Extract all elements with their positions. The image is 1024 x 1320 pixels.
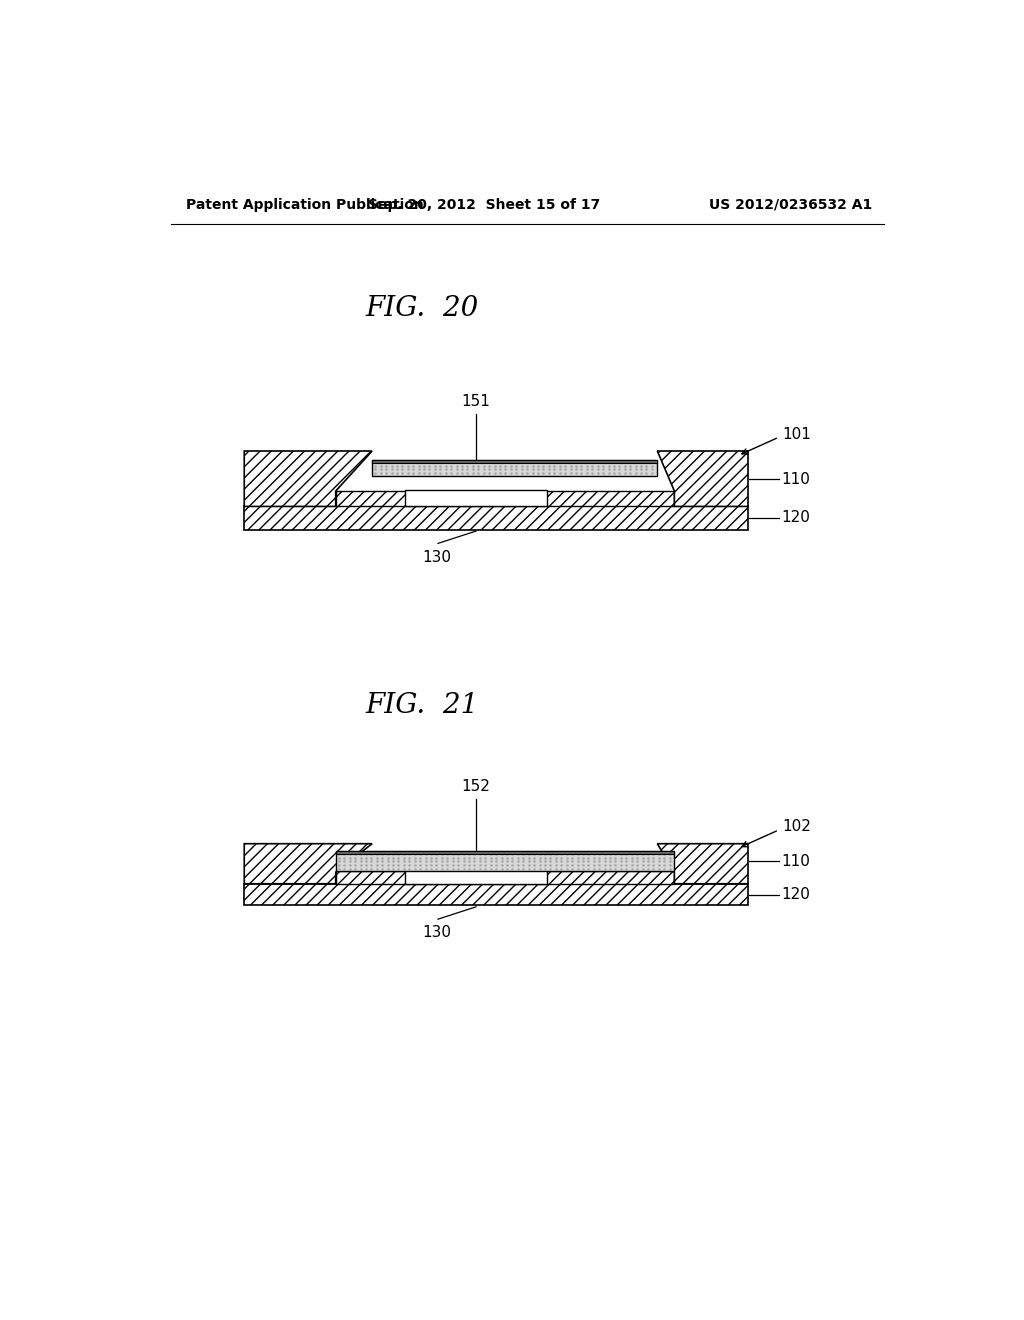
Text: US 2012/0236532 A1: US 2012/0236532 A1 [709, 198, 872, 211]
Text: 152: 152 [462, 779, 490, 793]
Polygon shape [245, 843, 372, 884]
Bar [245, 884, 748, 906]
Bar [336, 491, 675, 507]
Bar [245, 507, 748, 529]
Text: Patent Application Publication: Patent Application Publication [186, 198, 424, 211]
Text: FIG.  20: FIG. 20 [366, 296, 479, 322]
Text: 120: 120 [781, 887, 810, 902]
Text: 101: 101 [782, 426, 811, 442]
Text: 130: 130 [422, 549, 451, 565]
Bar [336, 871, 675, 884]
Polygon shape [657, 451, 748, 507]
Text: 130: 130 [422, 925, 451, 940]
Bar [336, 851, 675, 871]
Polygon shape [657, 843, 748, 884]
Text: 120: 120 [781, 511, 810, 525]
Text: 151: 151 [462, 393, 490, 409]
Text: 102: 102 [782, 820, 811, 834]
Text: 110: 110 [781, 473, 810, 487]
Bar [406, 490, 547, 507]
Bar [336, 851, 675, 854]
Polygon shape [245, 451, 372, 507]
Text: FIG.  21: FIG. 21 [366, 692, 479, 718]
Bar [372, 461, 657, 475]
Text: 110: 110 [781, 854, 810, 869]
Bar [406, 869, 547, 884]
Bar [372, 461, 657, 462]
Text: Sep. 20, 2012  Sheet 15 of 17: Sep. 20, 2012 Sheet 15 of 17 [369, 198, 601, 211]
